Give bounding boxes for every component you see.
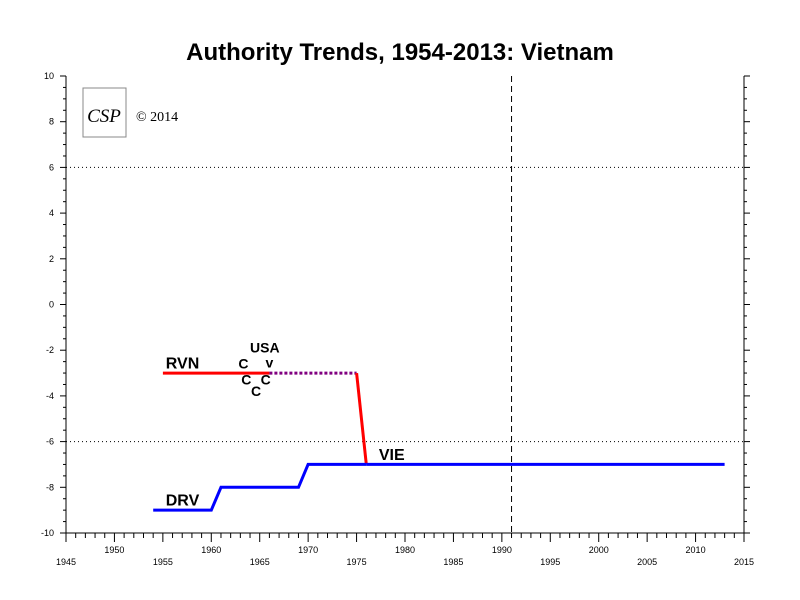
logo-letters: CSP bbox=[87, 106, 121, 127]
x-tick-label: 1995 bbox=[540, 557, 560, 567]
y-tick-label: 2 bbox=[49, 254, 54, 264]
event-marker: C bbox=[251, 383, 261, 399]
event-marker: C bbox=[241, 371, 251, 387]
x-tick-label: 1985 bbox=[443, 557, 463, 567]
x-tick-label: 1955 bbox=[153, 557, 173, 567]
series-label-rvn: RVN bbox=[166, 355, 200, 372]
axes: 10 8 6 4 2 0 -2 -4 -6 -8 -10 1945 1950 1955 1960 1965 19… bbox=[41, 71, 754, 567]
series-line-drv bbox=[153, 462, 367, 512]
series-label-vie: VIE bbox=[379, 447, 405, 464]
y-tick-label: 10 bbox=[44, 71, 54, 81]
logo-caption: © 2014 bbox=[136, 110, 178, 125]
y-tick-label: -2 bbox=[46, 345, 54, 355]
y-tick-label: -4 bbox=[46, 391, 54, 401]
event-marker: USA bbox=[250, 339, 280, 355]
series-lines bbox=[153, 371, 725, 512]
series-line-segment-2 bbox=[355, 372, 368, 465]
logo-box bbox=[82, 87, 127, 138]
x-tick-label: 1990 bbox=[492, 545, 512, 555]
x-tick-label: 2005 bbox=[637, 557, 657, 567]
x-tick-label: 1970 bbox=[298, 545, 318, 555]
event-marker: C bbox=[261, 371, 271, 387]
x-tick-label: 1945 bbox=[56, 557, 76, 567]
chart-title: Authority Trends, 1954-2013: Vietnam bbox=[186, 39, 614, 66]
event-marker: C bbox=[238, 355, 248, 371]
x-tick-label: 1960 bbox=[201, 545, 221, 555]
y-tick-label: -6 bbox=[46, 437, 54, 447]
y-tick-label: 8 bbox=[49, 117, 54, 127]
x-tick-label: 1965 bbox=[250, 557, 270, 567]
y-tick-label: -8 bbox=[46, 482, 54, 492]
x-tick-label: 2000 bbox=[589, 545, 609, 555]
x-tick-label: 2015 bbox=[734, 557, 754, 567]
reference-lines bbox=[66, 76, 744, 533]
event-marker: v bbox=[266, 354, 274, 370]
x-tick-label: 1975 bbox=[347, 557, 367, 567]
x-tick-label: 1950 bbox=[104, 545, 124, 555]
y-tick-label: 4 bbox=[49, 208, 54, 218]
y-tick-label: 0 bbox=[49, 300, 54, 310]
logo: CSP © 2014 bbox=[82, 87, 178, 138]
x-tick-label: 1980 bbox=[395, 545, 415, 555]
series-label-drv: DRV bbox=[166, 493, 200, 510]
y-tick-label: -10 bbox=[41, 528, 54, 538]
y-tick-label: 6 bbox=[49, 162, 54, 172]
x-tick-label: 2010 bbox=[686, 545, 706, 555]
